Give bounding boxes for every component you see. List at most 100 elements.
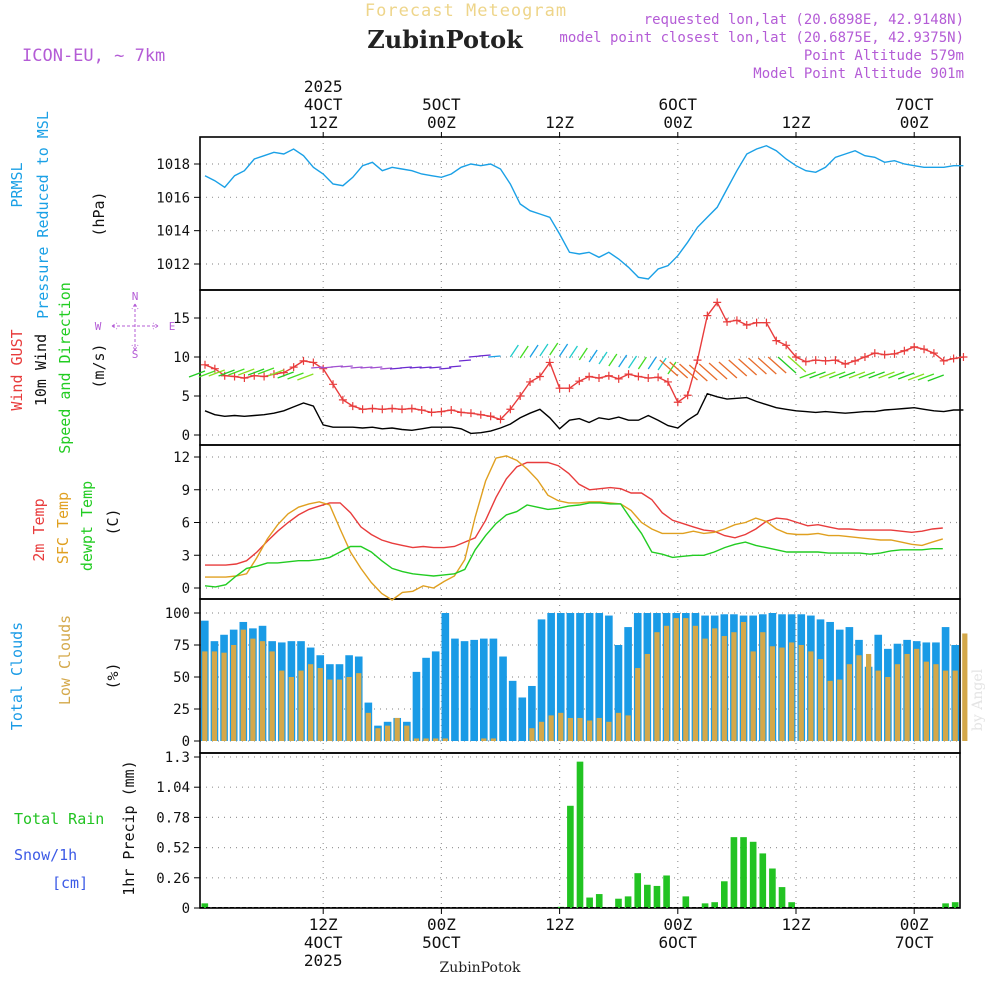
wind-direction-arrow — [848, 371, 866, 379]
dewpt-label: dewpt Temp — [78, 481, 96, 571]
wind-unit: (m/s) — [90, 343, 108, 388]
wind-direction-arrow — [787, 355, 807, 373]
wind-dir-label: Speed and Direction — [56, 282, 74, 454]
low-cloud-bar — [433, 738, 439, 741]
y-tick-label: 1012 — [156, 257, 190, 273]
gust-marker — [811, 356, 820, 365]
gust-marker — [634, 372, 643, 381]
temp-line-1 — [205, 455, 944, 601]
low-cloud-bar — [663, 625, 670, 741]
wind-direction-arrow — [519, 345, 529, 359]
wind-direction-arrow — [728, 359, 748, 377]
wind-direction-arrow — [380, 367, 393, 370]
wind-direction-arrow — [277, 371, 294, 379]
wind-direction-arrow — [311, 366, 324, 369]
gust-marker — [673, 398, 682, 407]
low-cloud-bar — [606, 721, 612, 741]
wind-direction-arrow — [777, 356, 797, 374]
low-cloud-bar — [529, 728, 535, 741]
wind-direction-arrow — [927, 374, 944, 382]
precip-bar — [624, 896, 632, 908]
gust-marker — [870, 349, 879, 358]
total-cloud-bar — [576, 613, 584, 741]
low-cloud-bar — [423, 738, 429, 741]
low-cloud-bar — [365, 712, 371, 741]
total-cloud-bar — [537, 619, 546, 741]
low-cloud-bar — [288, 677, 295, 741]
snow-unit: [cm] — [52, 874, 88, 892]
total-cloud-bar — [595, 613, 604, 741]
low-cloud-bar — [625, 715, 631, 741]
top-time-label: 6OCT — [659, 95, 698, 114]
precip-bar — [788, 902, 795, 908]
gust-marker — [742, 321, 751, 330]
gust-marker — [516, 392, 525, 400]
total-cloud-bar — [566, 613, 575, 741]
gust-marker — [910, 342, 919, 351]
low-cloud-bar — [702, 638, 708, 741]
low-cloud-bar — [279, 670, 285, 741]
low-cloud-bar — [635, 668, 641, 741]
low-cloud-bar — [413, 738, 420, 741]
bottom-time-label: 12Z — [309, 915, 338, 934]
gust-line — [204, 301, 964, 421]
precip-bar — [749, 841, 757, 908]
gust-marker — [526, 377, 535, 386]
wind-direction-arrow — [228, 368, 245, 376]
y-tick-label: 1016 — [156, 190, 190, 206]
precip-bar — [567, 805, 574, 908]
y-tick-label: 15 — [173, 311, 190, 327]
compass-n: N — [132, 290, 139, 303]
wind-direction-arrow — [578, 347, 588, 361]
gust-marker — [723, 317, 732, 326]
wind-direction-arrow — [888, 371, 905, 379]
low-cloud-bar — [952, 670, 958, 741]
wind-line — [204, 392, 964, 435]
low-cloud-bar — [865, 653, 872, 741]
precip-bar — [730, 837, 738, 908]
y-tick-label: 100 — [165, 606, 190, 622]
low-cloud-bar — [789, 642, 795, 741]
total-cloud-bar — [479, 638, 488, 741]
low-cloud-bar — [654, 632, 660, 741]
wind-direction-arrow — [868, 371, 885, 379]
wind-direction-arrow — [509, 344, 519, 358]
total-cloud-bar — [556, 613, 565, 741]
gust-marker — [821, 356, 830, 365]
low-cloud-bar — [808, 651, 814, 741]
gust-marker — [959, 353, 968, 361]
precip-bar — [720, 881, 728, 908]
wind-direction-arrow — [218, 369, 235, 377]
low-cloud-bar — [942, 670, 949, 741]
y-tick-label: 0 — [182, 428, 190, 444]
low-cloud-bar — [356, 673, 362, 741]
bottom-time-label: 12Z — [782, 915, 811, 934]
bottom-time-label: 6OCT — [659, 933, 698, 952]
low-cloud-bar — [779, 647, 785, 741]
low-cloud-bar — [817, 659, 824, 741]
low-cloud-bar — [798, 645, 804, 741]
precip-bar — [653, 885, 661, 908]
total-cloud-bar — [614, 645, 623, 741]
model-name: ICON-EU, ~ 7km — [22, 46, 165, 66]
gust-marker — [900, 346, 909, 355]
precip-bar — [711, 902, 718, 908]
gust-marker — [447, 406, 456, 415]
wind-direction-arrow — [679, 363, 698, 381]
panel-pressure: 1012 1014 1016 1018 — [156, 136, 961, 291]
wind-direction-arrow — [257, 367, 275, 375]
top-time-label: 00Z — [663, 113, 692, 132]
requested-location: requested lon,lat (20.6898E, 42.9148N) — [644, 12, 964, 28]
y-tick-label: 1.3 — [165, 750, 190, 766]
low-cloud-bar — [856, 655, 862, 741]
y-tick-label: 0.78 — [156, 810, 190, 826]
total-cloud-bar — [422, 657, 430, 741]
wind-direction-arrow — [767, 356, 787, 374]
gust-marker — [929, 349, 938, 358]
temp-line-0 — [205, 461, 943, 566]
wind-direction-arrow — [340, 365, 353, 368]
compass-e: E — [169, 320, 176, 333]
wind-direction-arrow — [748, 357, 767, 375]
wind-direction-arrow — [628, 355, 638, 369]
